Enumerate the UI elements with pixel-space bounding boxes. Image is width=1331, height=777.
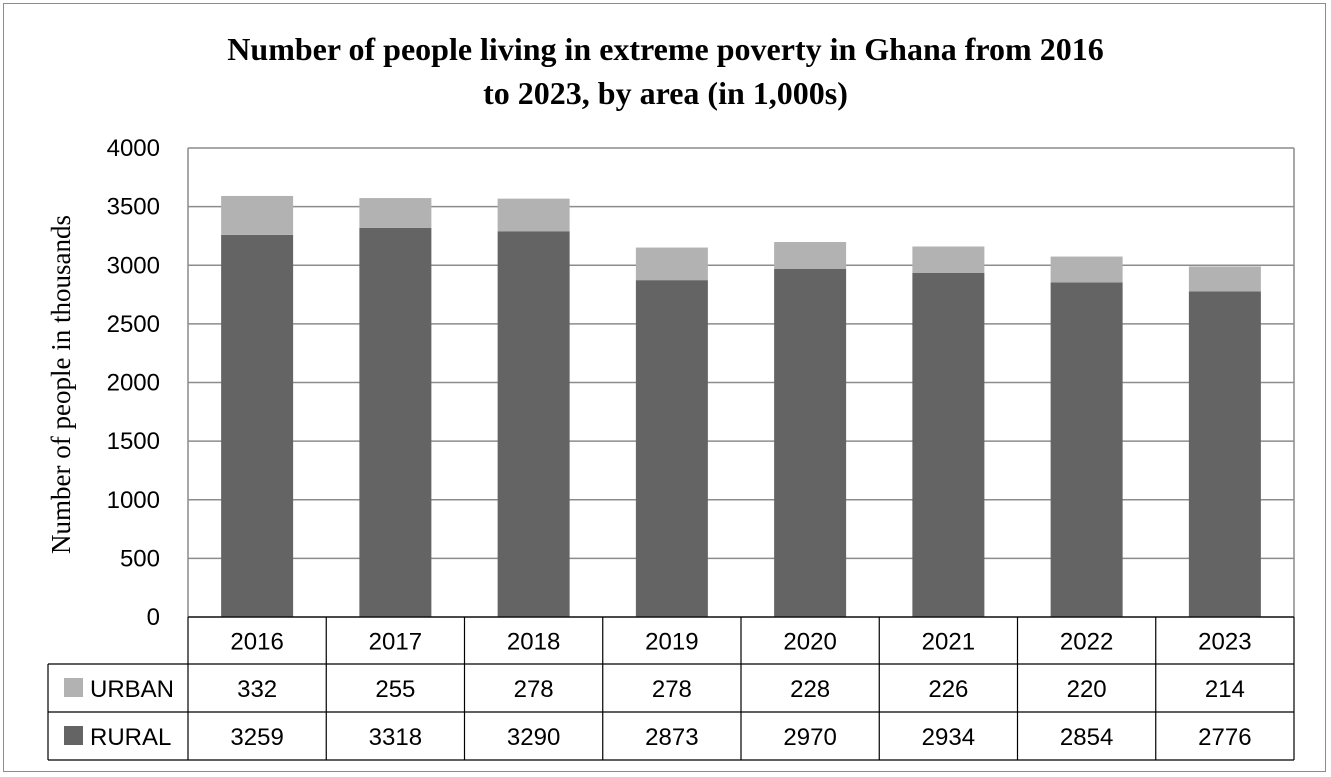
data-label-rural-2018: 3290 [507,724,560,751]
legend-key-urban [64,678,83,697]
chart-title-line-2: to 2023, by area (in 1,000s) [483,75,848,111]
data-label-rural-2020: 2970 [783,724,836,751]
y-tick-label-2500: 2500 [107,311,160,338]
x-tick-label-2017: 2017 [369,629,422,656]
bar-rural-2016 [221,234,294,617]
chart-title-line-1: Number of people living in extreme pover… [227,31,1104,67]
bar-urban-2018 [497,198,570,232]
data-label-urban-2022: 220 [1067,676,1107,703]
bar-urban-2017 [359,198,432,228]
data-label-urban-2020: 228 [790,676,830,703]
y-tick-label-1000: 1000 [107,487,160,514]
bar-rural-2021 [912,272,985,617]
x-tick-label-2022: 2022 [1060,629,1113,656]
legend-label-rural: RURAL [90,724,171,751]
x-tick-label-2016: 2016 [230,629,283,656]
legend-key-rural [64,726,83,745]
y-tick-label-4000: 4000 [107,135,160,162]
y-tick-label-3000: 3000 [107,252,160,279]
legend-label-urban: URBAN [90,676,174,703]
data-label-urban-2017: 255 [375,676,415,703]
bar-urban-2022 [1050,256,1123,283]
bar-urban-2019 [635,247,708,281]
y-axis-label: Number of people in thousands [46,215,76,554]
bar-rural-2020 [774,268,847,617]
bar-rural-2017 [359,227,432,618]
bar-rural-2018 [497,231,570,617]
data-label-urban-2023: 214 [1205,676,1245,703]
y-tick-label-1500: 1500 [107,428,160,455]
data-label-rural-2023: 2776 [1198,724,1251,751]
data-label-urban-2019: 278 [652,676,692,703]
x-tick-label-2021: 2021 [922,629,975,656]
bar-rural-2019 [635,280,708,617]
bar-rural-2023 [1188,291,1261,617]
x-tick-label-2019: 2019 [645,629,698,656]
data-label-urban-2016: 332 [237,676,277,703]
bar-rural-2022 [1050,282,1123,617]
data-label-rural-2021: 2934 [922,724,975,751]
data-label-urban-2021: 226 [928,676,968,703]
x-tick-label-2018: 2018 [507,629,560,656]
data-label-urban-2018: 278 [514,676,554,703]
y-tick-label-3500: 3500 [107,194,160,221]
data-label-rural-2019: 2873 [645,724,698,751]
x-tick-label-2020: 2020 [783,629,836,656]
data-label-rural-2022: 2854 [1060,724,1113,751]
x-tick-label-2023: 2023 [1198,629,1251,656]
y-tick-label-500: 500 [120,545,160,572]
chart-title: Number of people living in extreme pover… [0,27,1331,115]
bar-urban-2021 [912,246,985,273]
y-tick-label-0: 0 [147,604,160,631]
bar-urban-2020 [774,242,847,269]
data-label-rural-2016: 3259 [230,724,283,751]
data-label-rural-2017: 3318 [369,724,422,751]
bar-urban-2023 [1188,266,1261,292]
y-tick-label-2000: 2000 [107,370,160,397]
bar-urban-2016 [221,195,294,235]
